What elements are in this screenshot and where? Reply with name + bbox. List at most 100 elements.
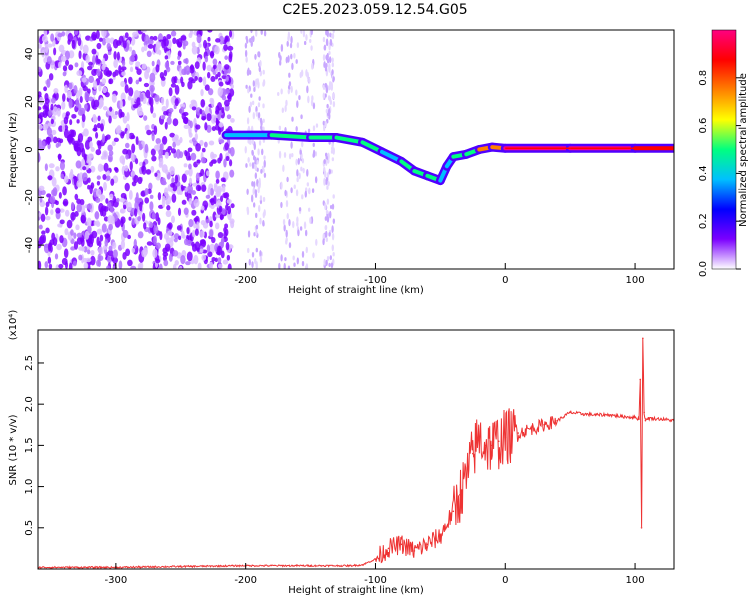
noise-speckle (120, 111, 125, 118)
noise-speckle (108, 78, 112, 84)
noise-speckle (54, 253, 59, 260)
noise-speckle (203, 39, 208, 49)
noise-speckle (287, 265, 291, 269)
snr-point (361, 564, 364, 566)
noise-speckle (245, 163, 248, 168)
noise-speckle (191, 106, 197, 111)
noise-speckle (56, 243, 62, 251)
x-tick-label: 0 (502, 575, 508, 586)
noise-speckle (52, 106, 59, 116)
noise-speckle (248, 105, 251, 113)
noise-speckle (90, 249, 95, 256)
noise-speckle (122, 148, 129, 155)
snr-point (517, 432, 520, 434)
noise-speckle (290, 141, 293, 149)
noise-speckle (138, 77, 142, 82)
noise-speckle (106, 255, 113, 264)
noise-speckle (126, 111, 130, 122)
noise-speckle (111, 140, 116, 147)
noise-speckle (139, 201, 143, 212)
noise-speckle (130, 265, 137, 269)
colorbar-tick-label: 0.6 (698, 118, 709, 134)
noise-speckle (101, 78, 107, 85)
noise-speckle (154, 172, 158, 177)
noise-speckle (331, 203, 335, 210)
noise-speckle (323, 61, 326, 68)
noise-speckle (83, 246, 88, 253)
noise-speckle (151, 60, 155, 67)
y-tick-label: 1.5 (24, 437, 35, 453)
noise-speckle (185, 261, 191, 266)
noise-speckle (325, 108, 329, 114)
noise-speckle (260, 125, 263, 131)
noise-speckle (131, 247, 136, 254)
noise-speckle (133, 238, 137, 249)
noise-speckle (115, 126, 122, 134)
noise-speckle (300, 114, 303, 120)
noise-speckle (157, 192, 162, 201)
noise-speckle (166, 66, 171, 73)
noise-speckle (322, 233, 325, 240)
noise-speckle (280, 254, 283, 262)
noise-speckle (172, 37, 177, 45)
noise-speckle (207, 30, 213, 33)
noise-speckle (81, 246, 85, 252)
noise-speckle (220, 195, 224, 203)
noise-speckle (68, 98, 73, 109)
noise-speckle (261, 165, 265, 171)
noise-speckle (262, 196, 266, 203)
noise-speckle (328, 96, 332, 103)
noise-speckle (38, 224, 43, 230)
noise-speckle (78, 254, 83, 261)
noise-speckle (328, 232, 331, 237)
snr-point (647, 417, 649, 419)
noise-speckle (80, 214, 86, 224)
noise-speckle (278, 262, 281, 269)
noise-speckle (218, 81, 224, 87)
noise-speckle (332, 30, 335, 34)
noise-speckle (315, 123, 319, 128)
x-tick-label: -100 (364, 275, 387, 286)
noise-speckle (153, 144, 160, 151)
noise-speckle (190, 99, 197, 105)
noise-speckle (108, 115, 112, 124)
noise-speckle (223, 44, 228, 52)
noise-speckle (132, 104, 139, 109)
noise-speckle (310, 30, 313, 36)
colorbar-tick-label: 0.8 (698, 70, 709, 86)
noise-speckle (102, 106, 108, 111)
noise-speckle (128, 87, 134, 97)
noise-speckle (263, 155, 266, 160)
noise-speckle (326, 198, 330, 205)
noise-speckle (100, 155, 105, 160)
noise-speckle (256, 167, 259, 172)
snr-point (504, 436, 507, 438)
noise-speckle (38, 139, 43, 149)
noise-speckle (303, 40, 307, 46)
noise-speckle (172, 263, 177, 269)
noise-speckle (110, 178, 115, 186)
y-tick-label: 1.0 (24, 479, 35, 495)
noise-speckle (291, 116, 294, 122)
noise-speckle (44, 163, 48, 171)
noise-speckle (203, 204, 208, 211)
noise-speckle (38, 96, 44, 106)
noise-speckle (258, 66, 261, 73)
noise-speckle (120, 131, 125, 139)
noise-speckle (332, 100, 336, 108)
noise-speckle (255, 30, 258, 37)
noise-speckle (195, 124, 201, 130)
noise-speckle (299, 149, 302, 155)
noise-speckle (325, 38, 329, 46)
noise-speckle (207, 88, 214, 96)
noise-speckle (166, 33, 172, 40)
noise-speckle (153, 125, 158, 135)
noise-speckle (59, 208, 65, 213)
noise-speckle (68, 50, 75, 59)
noise-speckle (214, 222, 220, 230)
noise-speckle (255, 262, 258, 269)
noise-speckle (38, 124, 43, 130)
noise-speckle (221, 95, 227, 101)
snr-point (660, 418, 662, 420)
